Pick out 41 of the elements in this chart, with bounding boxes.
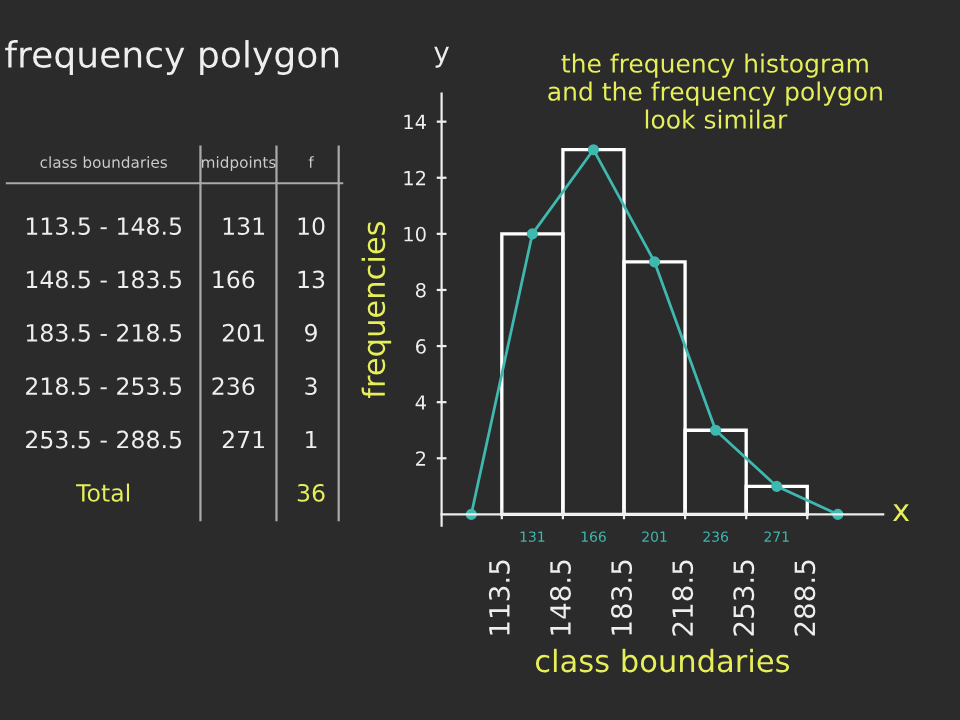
y-tick-label: 14 bbox=[404, 114, 426, 130]
text: 1 bbox=[306, 430, 317, 449]
text: x bbox=[892, 504, 910, 522]
text: 183.5 - 218.5 bbox=[26, 323, 181, 342]
x-axis-title: class boundaries bbox=[535, 648, 790, 673]
x-tick-label: 183.5 bbox=[611, 560, 633, 635]
x-tick-label: 253.5 bbox=[733, 560, 755, 636]
y-tick-label: 12 bbox=[404, 170, 426, 186]
x-tick-label: 113.5 bbox=[488, 560, 510, 635]
point bbox=[710, 424, 722, 436]
text: 218.5 - 253.5 bbox=[26, 377, 181, 396]
text: y bbox=[434, 46, 449, 68]
text: 166 bbox=[213, 270, 255, 289]
y-tick-label: 8 bbox=[415, 282, 426, 298]
text: 9 bbox=[305, 323, 317, 342]
point bbox=[587, 144, 600, 156]
x-tick-label: 148.5 bbox=[549, 560, 571, 635]
annotation: the frequency histogram and the frequency polygon look similar bbox=[548, 53, 882, 129]
text: 253.5 - 288.5 bbox=[26, 430, 181, 449]
point bbox=[648, 256, 661, 268]
y-tick-label: 6 bbox=[416, 339, 426, 354]
y-tick-label: 4 bbox=[415, 395, 426, 410]
text: frequency polygon bbox=[5, 40, 339, 75]
x-tick-label: 288.5 bbox=[794, 560, 816, 636]
text: 10 bbox=[298, 217, 325, 236]
text: 3 bbox=[305, 377, 317, 396]
text: 201 bbox=[222, 323, 264, 342]
text: 131 bbox=[223, 217, 264, 236]
text: 148.5 - 183.5 bbox=[26, 270, 181, 289]
y-tick-label: 10 bbox=[404, 226, 426, 242]
y-axis-title: frequencies bbox=[361, 221, 392, 399]
y-tick-label: 2 bbox=[416, 451, 426, 466]
text: Total bbox=[76, 483, 130, 502]
text: 113.5 - 148.5 bbox=[26, 217, 181, 236]
x-tick-label: 218.5 bbox=[672, 560, 694, 636]
text: 36 bbox=[297, 483, 325, 502]
text: 236 bbox=[212, 377, 255, 396]
text: 271 bbox=[222, 430, 264, 449]
point bbox=[771, 480, 783, 492]
text: 13 bbox=[298, 270, 325, 289]
point bbox=[526, 228, 538, 240]
